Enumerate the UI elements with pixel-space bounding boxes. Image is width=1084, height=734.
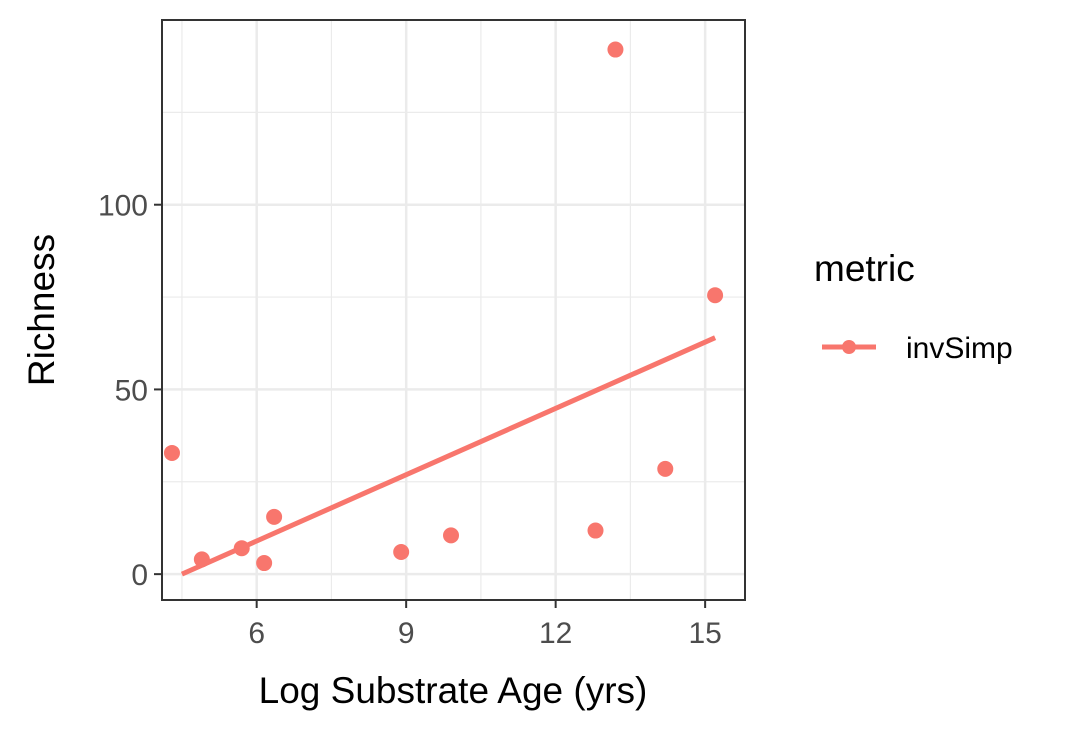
data-point [657, 460, 674, 477]
minor-gridlines [162, 20, 745, 600]
data-point [266, 508, 283, 525]
y-axis-title: Richness [21, 234, 62, 386]
trend-line [180, 335, 717, 577]
data-point [443, 527, 460, 544]
legend-entries: invSimp [822, 332, 1013, 365]
legend: metric invSimp [814, 248, 1013, 365]
data-point [707, 287, 724, 304]
data-point [256, 555, 273, 572]
major-gridlines [162, 20, 745, 600]
data-points [163, 41, 724, 572]
y-tick-label: 50 [115, 374, 148, 407]
data-point [587, 522, 604, 539]
x-axis-title: Log Substrate Age (yrs) [259, 670, 648, 711]
y-tick-label: 100 [98, 190, 148, 223]
panel-background [162, 20, 745, 600]
data-point [163, 444, 180, 461]
y-tick-label: 0 [131, 559, 148, 592]
x-tick-label: 12 [539, 617, 572, 650]
legend-title: metric [814, 248, 915, 289]
x-tick-label: 15 [688, 617, 721, 650]
x-tick-label: 9 [398, 617, 415, 650]
data-point [393, 543, 410, 560]
data-point [607, 41, 624, 58]
y-axis-ticks: 0 50 100 [98, 190, 162, 592]
panel-border [161, 19, 746, 601]
x-axis-ticks: 6 9 12 15 [248, 600, 722, 650]
legend-entry-label: invSimp [906, 332, 1013, 365]
x-tick-label: 6 [248, 617, 265, 650]
data-point [193, 551, 210, 568]
trend-lines [180, 335, 717, 577]
legend-key-point [842, 340, 856, 354]
data-point [233, 540, 250, 557]
